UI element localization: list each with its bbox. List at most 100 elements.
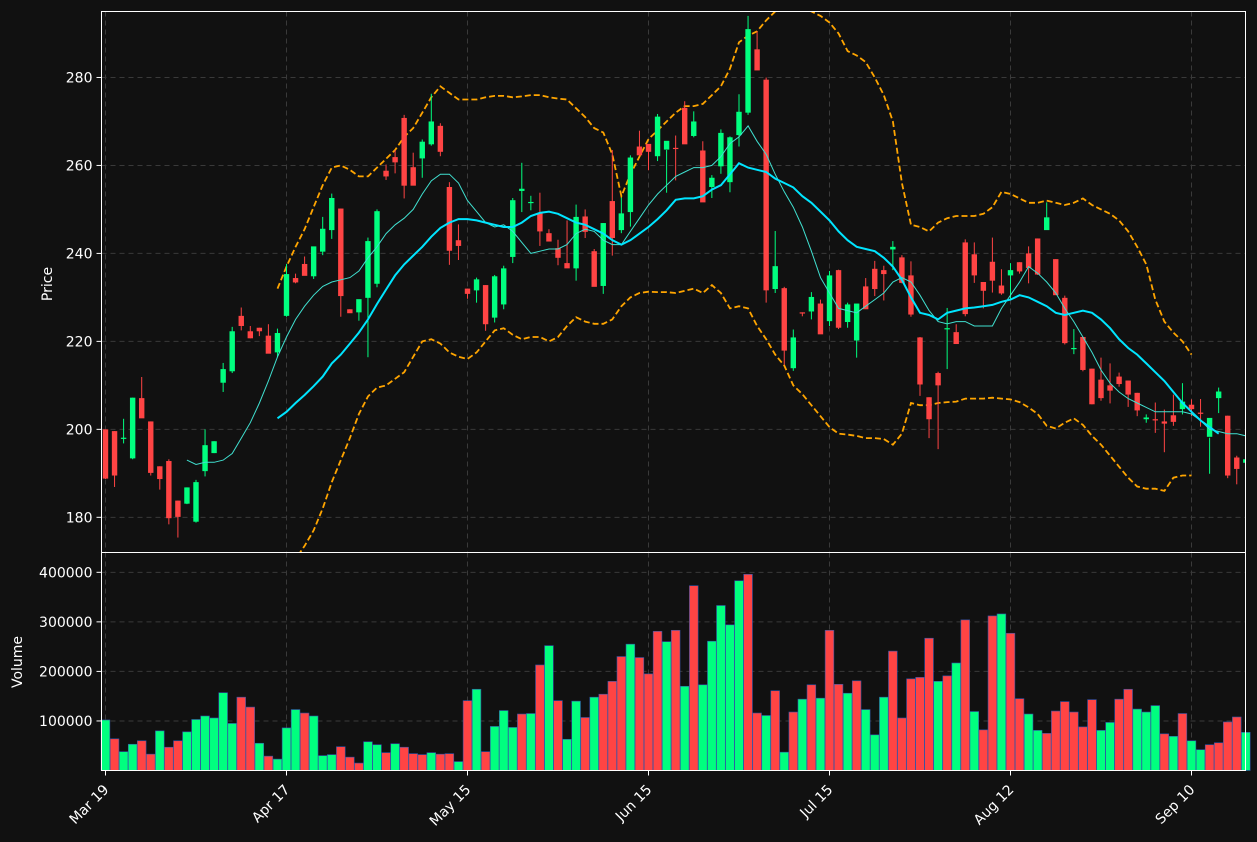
- volume-bar: [535, 664, 545, 771]
- volume-panel-frame: [101, 552, 1246, 771]
- volume-bar: [562, 738, 572, 771]
- candle: [392, 150, 398, 174]
- volume-bar: [924, 637, 934, 771]
- candle-body: [971, 254, 977, 276]
- volume-bar: [1132, 708, 1142, 771]
- volume-bar: [770, 690, 780, 771]
- candle-body: [736, 111, 742, 136]
- volume-bar: [1195, 749, 1206, 771]
- candle: [1098, 357, 1104, 401]
- volume-bar: [381, 752, 391, 771]
- candle: [745, 15, 751, 115]
- candle: [347, 309, 353, 314]
- volume-bar: [824, 629, 835, 771]
- volume-bar: [517, 713, 527, 771]
- volume-bar: [861, 709, 871, 771]
- volume-bar: [345, 756, 355, 771]
- candle: [184, 487, 190, 505]
- candle-body: [1125, 380, 1131, 395]
- candle: [863, 278, 869, 310]
- candle-body: [1116, 376, 1122, 385]
- volume-bar: [779, 751, 789, 771]
- volume-bar: [1087, 699, 1097, 771]
- candle: [1243, 435, 1246, 472]
- candle: [564, 220, 570, 269]
- candle-body: [292, 278, 299, 283]
- volume-bar: [281, 727, 292, 771]
- candle: [763, 77, 769, 303]
- volume-bar: [118, 751, 129, 771]
- volume-axis-label: Volume: [10, 636, 26, 688]
- candle-body: [772, 266, 778, 290]
- candle-body: [274, 333, 281, 353]
- candle: [175, 500, 181, 538]
- candle: [691, 111, 697, 138]
- volume-bar: [815, 697, 826, 771]
- candle-body: [998, 285, 1005, 294]
- volume-bar: [607, 681, 617, 771]
- candle: [320, 216, 326, 256]
- candle: [636, 130, 643, 156]
- volume-bar: [263, 755, 274, 771]
- volume-bar: [435, 753, 446, 771]
- candle: [609, 150, 615, 256]
- candle: [627, 155, 634, 227]
- volume-bar: [879, 696, 889, 771]
- candle-body: [184, 487, 190, 504]
- volume-bar: [336, 746, 346, 771]
- slow-moving-average-line: [276, 161, 1220, 435]
- volume-bars: [100, 573, 1251, 771]
- volume-bar: [462, 700, 473, 771]
- volume-bar: [951, 662, 961, 771]
- volume-bar: [1223, 721, 1233, 771]
- candle: [301, 256, 308, 276]
- candle-body: [844, 304, 851, 323]
- candle-body: [1225, 415, 1231, 476]
- candle-body: [392, 157, 398, 163]
- candle: [1170, 394, 1177, 426]
- candle-body: [1234, 457, 1240, 469]
- candle: [238, 307, 244, 331]
- volume-bar: [480, 751, 491, 771]
- candle: [971, 242, 977, 283]
- candle-body: [700, 150, 706, 203]
- volume-bar: [643, 673, 654, 771]
- candle: [111, 431, 118, 487]
- candle: [148, 421, 154, 476]
- candle-body: [600, 223, 606, 286]
- price-tick-label: 260: [66, 158, 93, 174]
- candle: [718, 129, 724, 174]
- volume-bar: [1114, 698, 1124, 771]
- candle: [437, 123, 444, 157]
- candle-body: [1025, 253, 1032, 268]
- volume-bar: [182, 731, 192, 771]
- candle: [1152, 402, 1158, 433]
- candle: [491, 274, 498, 323]
- volume-bar: [471, 688, 482, 771]
- candle: [1161, 409, 1168, 453]
- candle-body: [455, 240, 462, 246]
- candle-body: [383, 170, 389, 177]
- price-tick-label: 180: [66, 510, 93, 526]
- candle-body: [310, 246, 317, 277]
- volume-bar: [1105, 722, 1115, 771]
- candle: [464, 288, 471, 299]
- volume-bar: [888, 650, 898, 771]
- volume-bar: [508, 727, 518, 771]
- candle-body: [419, 141, 425, 159]
- candle: [1053, 259, 1059, 296]
- candle: [265, 324, 272, 354]
- volume-bar: [1204, 744, 1215, 771]
- bollinger-bands: [276, 11, 1193, 553]
- candle-body: [881, 270, 887, 275]
- candle-body: [546, 233, 552, 242]
- volume-bar: [1078, 726, 1088, 771]
- candle-body: [256, 327, 263, 332]
- candle-body: [1243, 459, 1246, 463]
- candle: [419, 139, 425, 178]
- candle: [401, 114, 407, 199]
- candle: [980, 282, 987, 309]
- candle: [193, 479, 199, 523]
- volume-tick-label: 400000: [39, 565, 92, 581]
